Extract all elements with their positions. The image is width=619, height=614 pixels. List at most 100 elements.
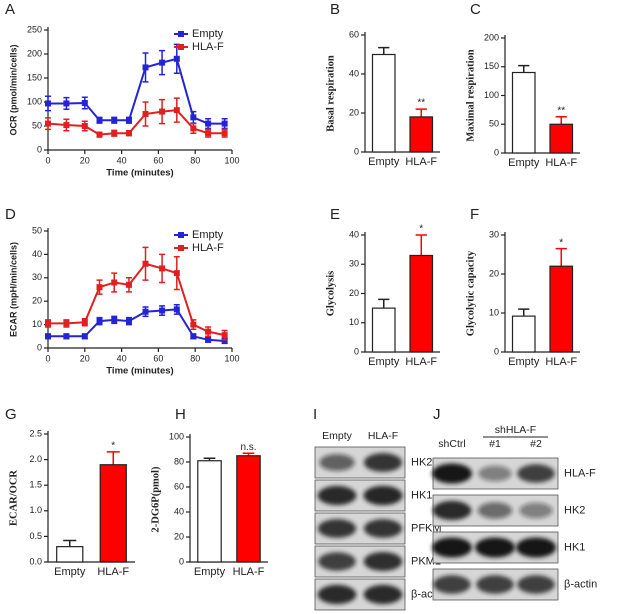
y-tick-label: 80 (174, 456, 184, 466)
y-tick-label: 20 (349, 107, 359, 117)
y-tick-label: 2.5 (29, 428, 42, 438)
y-axis-label: OCR (pmol/min/cells) (8, 44, 18, 135)
x-tick-label: Empty (54, 566, 86, 578)
marker (111, 316, 118, 323)
significance: * (559, 237, 563, 248)
x-tick-label: Empty (508, 157, 540, 169)
x-axis-label: Time (minutes) (106, 168, 173, 179)
x-tick-label: HLA-F (545, 356, 577, 368)
y-tick-label: 20 (174, 531, 184, 541)
x-tick-label: HLA-F (405, 356, 437, 368)
marker (96, 117, 103, 124)
x-tick-label: 0 (45, 353, 50, 363)
x-tick-label: 60 (153, 353, 163, 363)
error-bar (378, 46, 390, 55)
marker (45, 100, 51, 107)
marker (63, 333, 70, 340)
y-tick-label: 0 (494, 147, 499, 157)
panel-label: I (313, 406, 317, 423)
marker (96, 131, 103, 138)
marker (159, 108, 166, 115)
error-bar (555, 247, 567, 267)
series-line (48, 308, 225, 342)
y-axis-label: 2-DG6P(pmol) (150, 466, 161, 532)
error-bar (518, 64, 530, 73)
bar (549, 265, 574, 353)
error-bar (555, 116, 567, 125)
y-tick-label: 0 (179, 556, 184, 566)
marker (125, 281, 132, 288)
band-label: HK2 (411, 456, 432, 468)
blot-band (319, 454, 355, 471)
panel-label: B (330, 1, 340, 18)
error-bar (415, 108, 427, 117)
x-tick-label: HLA-F (545, 157, 577, 169)
marker (111, 130, 118, 137)
lane-label: #2 (530, 438, 542, 450)
y-tick-label: 0 (354, 346, 359, 356)
blot-band (363, 519, 403, 538)
marker (205, 336, 212, 343)
marker (221, 120, 228, 127)
legend-label: HLA-F (192, 242, 224, 254)
legend-label: Empty (192, 28, 224, 40)
y-tick-label: 20 (349, 288, 359, 298)
y-tick-label: 100 (169, 431, 184, 441)
marker (142, 111, 149, 117)
bar (409, 254, 434, 353)
panel-label: G (5, 406, 17, 423)
y-axis-label: Glycolytic capacity (465, 250, 476, 336)
marker (125, 117, 132, 124)
marker (190, 114, 197, 121)
band-label: HK1 (564, 541, 585, 553)
marker (221, 130, 228, 137)
significance: * (111, 441, 115, 452)
blot-band (432, 537, 472, 558)
marker (111, 279, 118, 286)
marker (142, 260, 149, 267)
y-tick-label: 100 (484, 90, 499, 100)
error-bar (63, 539, 77, 547)
series-line (48, 57, 225, 125)
x-tick-label: Empty (194, 566, 226, 578)
panel-label: A (5, 1, 15, 18)
marker (96, 284, 103, 291)
marker (173, 306, 180, 313)
marker (173, 270, 180, 277)
marker (221, 337, 228, 344)
y-tick-label: 60 (174, 481, 184, 491)
marker (63, 122, 70, 129)
x-tick-label: HLA-F (405, 156, 437, 168)
marker (45, 333, 51, 340)
marker (45, 120, 51, 127)
x-tick-label: 20 (80, 353, 90, 363)
y-tick-label: 40 (349, 68, 359, 78)
blot-band (363, 485, 403, 506)
band-label: β-actin (564, 578, 597, 590)
blot-band (519, 502, 553, 519)
x-tick-label: 80 (190, 353, 200, 363)
lane-label: HLA-F (368, 430, 398, 442)
y-tick-label: 20 (32, 296, 42, 306)
y-tick-label: 30 (32, 272, 42, 282)
blot-band (363, 453, 403, 472)
y-tick-label: 30 (489, 229, 499, 239)
bar (511, 315, 536, 353)
lane-group-label: shHLA-F (495, 424, 536, 436)
marker (81, 319, 88, 326)
blot-band (363, 551, 403, 572)
significance: ** (417, 98, 425, 109)
blot-band (475, 537, 515, 558)
marker (81, 123, 88, 129)
y-tick-label: 50 (32, 225, 42, 235)
panel-label: J (433, 406, 441, 423)
bar (549, 123, 574, 154)
x-tick-label: 20 (80, 155, 90, 165)
y-tick-label: 50 (489, 119, 499, 129)
blot-band (432, 500, 472, 521)
x-tick-label: 100 (224, 155, 239, 165)
y-tick-label: 250 (27, 24, 42, 34)
blot-band (517, 464, 555, 483)
panel-label: C (470, 1, 481, 18)
